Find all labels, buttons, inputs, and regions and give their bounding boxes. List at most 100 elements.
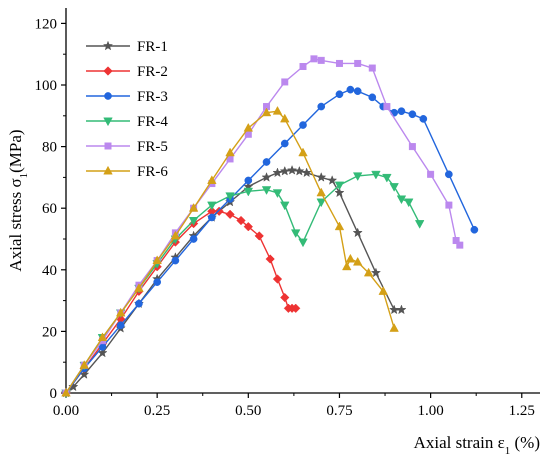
legend-label: FR-1 xyxy=(137,39,168,55)
data-point xyxy=(281,78,289,86)
data-point xyxy=(291,303,301,313)
data-point xyxy=(389,323,399,332)
series-fr-1 xyxy=(60,164,407,398)
y-tick-label: 0 xyxy=(50,386,58,402)
data-point xyxy=(397,107,406,116)
data-point xyxy=(280,139,289,148)
data-point xyxy=(327,175,338,185)
series-line xyxy=(65,88,476,394)
data-point xyxy=(188,202,199,212)
data-point xyxy=(153,278,162,286)
data-point xyxy=(134,283,144,292)
legend-item: FR-6 xyxy=(86,164,168,180)
data-point xyxy=(286,164,298,175)
data-point xyxy=(236,215,246,226)
series-fr-2 xyxy=(61,206,301,398)
data-point xyxy=(444,170,453,179)
data-point xyxy=(334,181,345,191)
data-point xyxy=(102,40,114,51)
data-point xyxy=(396,304,407,315)
data-point xyxy=(280,113,290,123)
ticks: 0.00 0.25 0.50 0.75 1.00 1.25 0 20 40 60 80 100 120 xyxy=(35,16,535,419)
data-point xyxy=(243,187,254,197)
data-point xyxy=(363,267,374,277)
data-point xyxy=(452,237,460,245)
series-line xyxy=(65,169,402,394)
data-point xyxy=(316,198,326,208)
data-point xyxy=(272,105,283,115)
data-point xyxy=(317,102,326,111)
data-point xyxy=(345,253,356,263)
data-point xyxy=(445,201,453,209)
data-point xyxy=(265,254,275,264)
data-point xyxy=(470,225,479,234)
data-point xyxy=(272,189,283,199)
axes xyxy=(65,8,540,394)
data-point xyxy=(280,201,290,211)
data-point xyxy=(334,221,345,231)
data-point xyxy=(403,198,414,208)
data-point xyxy=(299,121,307,129)
data-point xyxy=(97,332,108,342)
series-line xyxy=(65,173,421,394)
legend-item: FR-1 xyxy=(86,39,168,55)
data-point xyxy=(244,176,253,185)
y-axis-title: Axial stress σ1(MPa) xyxy=(6,129,30,271)
series-lines xyxy=(60,55,479,399)
data-point xyxy=(261,107,272,117)
data-point xyxy=(225,209,235,220)
y-tick-label: 120 xyxy=(35,16,58,32)
data-point xyxy=(272,167,283,178)
data-point xyxy=(346,85,355,94)
data-point xyxy=(396,195,407,205)
data-point xyxy=(103,117,113,127)
data-point xyxy=(262,158,271,166)
data-point xyxy=(103,66,113,76)
data-point xyxy=(352,227,363,238)
data-point xyxy=(456,241,464,249)
data-point xyxy=(207,201,217,211)
data-point xyxy=(334,187,345,198)
data-point xyxy=(207,213,216,222)
legend-label: FR-2 xyxy=(137,64,168,80)
data-point xyxy=(214,206,224,216)
x-axis-title: Axial strain ε1 (%) xyxy=(414,433,540,457)
data-point xyxy=(272,274,283,284)
data-point xyxy=(316,172,327,182)
data-point xyxy=(414,220,425,229)
data-point xyxy=(427,170,435,178)
data-point xyxy=(354,59,362,67)
data-point xyxy=(298,238,308,248)
data-point xyxy=(243,222,253,232)
data-point xyxy=(368,93,377,102)
legend-item: FR-4 xyxy=(86,114,168,130)
legend-label: FR-6 xyxy=(137,164,168,180)
x-tick-label: 0.25 xyxy=(144,403,170,419)
data-point xyxy=(317,56,325,64)
x-tick-label: 0.75 xyxy=(326,403,352,419)
data-point xyxy=(389,304,400,315)
data-point xyxy=(189,235,198,243)
data-point xyxy=(310,55,318,63)
data-point xyxy=(408,143,416,151)
data-point xyxy=(261,172,272,182)
data-point xyxy=(378,286,388,295)
data-point xyxy=(301,167,312,178)
legend-label: FR-4 xyxy=(137,114,168,130)
legend-item: FR-3 xyxy=(86,89,168,105)
data-point xyxy=(68,381,79,392)
data-point xyxy=(280,292,290,303)
data-point xyxy=(368,64,376,72)
data-point xyxy=(261,186,272,195)
data-point xyxy=(225,192,235,202)
data-point xyxy=(335,90,344,99)
data-point xyxy=(298,147,308,157)
data-point xyxy=(353,87,362,96)
data-point xyxy=(170,230,181,240)
data-point xyxy=(389,183,399,192)
series-fr-4 xyxy=(61,170,425,399)
legend: FR-1 FR-2 FR-3 FR-4 FR-5 FR-6 xyxy=(86,39,168,180)
data-point xyxy=(225,147,235,157)
